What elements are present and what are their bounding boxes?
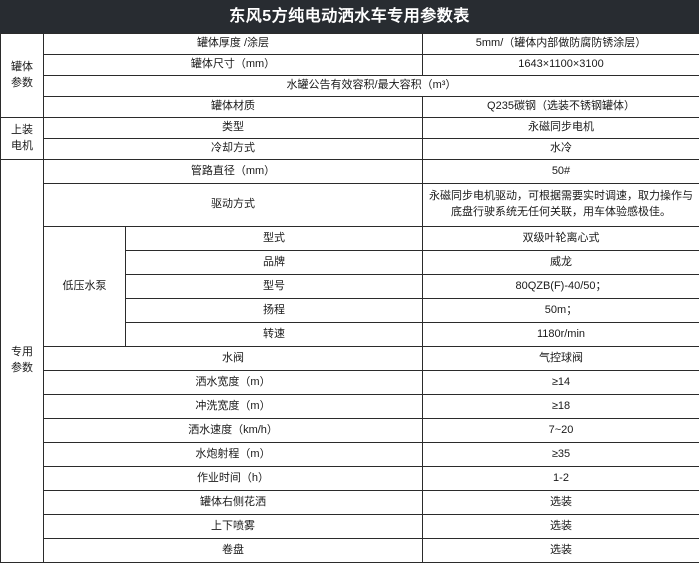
row-label-spray-speed: 洒水速度（km/h） bbox=[44, 419, 423, 443]
row-label-pump-model: 型号 bbox=[126, 275, 423, 299]
row-value-pump-form: 双级叶轮离心式 bbox=[423, 227, 699, 251]
table-row: 冲洗宽度（m） ≥18 bbox=[1, 395, 699, 419]
row-label-water-valve: 水阀 bbox=[44, 347, 423, 371]
row-label-side-shower: 罐体右侧花洒 bbox=[44, 491, 423, 515]
table-row: 专用 参数 管路直径（mm） 50# bbox=[1, 160, 699, 184]
table-row: 冷却方式 水冷 bbox=[1, 139, 699, 160]
group-label-tank: 罐体 参数 bbox=[1, 34, 44, 118]
row-value-reel: 选装 bbox=[423, 539, 699, 563]
row-value-spray-speed: 7~20 bbox=[423, 419, 699, 443]
row-label-reel: 卷盘 bbox=[44, 539, 423, 563]
table-row: 罐体尺寸（mm） 1643×1100×3100 bbox=[1, 55, 699, 76]
row-label-cooling: 冷却方式 bbox=[44, 139, 423, 160]
row-value-pipe-diameter: 50# bbox=[423, 160, 699, 184]
row-value-work-time: 1-2 bbox=[423, 467, 699, 491]
group-label-motor: 上装 电机 bbox=[1, 118, 44, 160]
page-title: 东风5方纯电动洒水车专用参数表 bbox=[229, 9, 469, 25]
row-value-updown-spray: 选装 bbox=[423, 515, 699, 539]
specification-table: 罐体 参数 罐体厚度 /涂层 5mm/（罐体内部做防腐防锈涂层） 罐体尺寸（mm… bbox=[0, 33, 699, 563]
group-label-special: 专用 参数 bbox=[1, 160, 44, 563]
row-label-low-pressure-pump: 低压水泵 bbox=[44, 227, 126, 347]
group-label-motor-line2: 电机 bbox=[4, 139, 40, 155]
row-value-water-valve: 气控球阀 bbox=[423, 347, 699, 371]
table-row: 驱动方式 永磁同步电机驱动，可根据需要实时调速，取力操作与底盘行驶系统无任何关联… bbox=[1, 184, 699, 227]
group-label-tank-line1: 罐体 bbox=[4, 60, 40, 76]
row-label-spray-width: 洒水宽度（m） bbox=[44, 371, 423, 395]
table-row: 罐体右侧花洒 选装 bbox=[1, 491, 699, 515]
group-label-special-line2: 参数 bbox=[4, 361, 40, 377]
table-row: 水炮射程（m） ≥35 bbox=[1, 443, 699, 467]
table-row: 上装 电机 类型 永磁同步电机 bbox=[1, 118, 699, 139]
row-value-wash-width: ≥18 bbox=[423, 395, 699, 419]
row-label-material: 罐体材质 bbox=[44, 97, 423, 118]
row-label-updown-spray: 上下喷雾 bbox=[44, 515, 423, 539]
row-value-pump-speed: 1180r/min bbox=[423, 323, 699, 347]
row-value-motor-type: 永磁同步电机 bbox=[423, 118, 699, 139]
row-label-thickness: 罐体厚度 /涂层 bbox=[44, 34, 423, 55]
row-value-drive-mode: 永磁同步电机驱动，可根据需要实时调速，取力操作与底盘行驶系统无任何关联，用车体验… bbox=[423, 184, 699, 227]
table-row: 水阀 气控球阀 bbox=[1, 347, 699, 371]
table-row: 水罐公告有效容积/最大容积（m³） 3.93/4.4 bbox=[1, 76, 699, 97]
row-value-pump-brand: 威龙 bbox=[423, 251, 699, 275]
row-label-size: 罐体尺寸（mm） bbox=[44, 55, 423, 76]
table-row: 洒水宽度（m） ≥14 bbox=[1, 371, 699, 395]
row-label-pump-speed: 转速 bbox=[126, 323, 423, 347]
row-label-pump-brand: 品牌 bbox=[126, 251, 423, 275]
row-value-cooling: 水冷 bbox=[423, 139, 699, 160]
table-row: 洒水速度（km/h） 7~20 bbox=[1, 419, 699, 443]
row-label-drive-mode: 驱动方式 bbox=[44, 184, 423, 227]
row-label-motor-type: 类型 bbox=[44, 118, 423, 139]
group-label-motor-line1: 上装 bbox=[4, 123, 40, 139]
row-value-size: 1643×1100×3100 bbox=[423, 55, 699, 76]
row-value-side-shower: 选装 bbox=[423, 491, 699, 515]
row-label-pump-form: 型式 bbox=[126, 227, 423, 251]
table-row: 作业时间（h） 1-2 bbox=[1, 467, 699, 491]
table-row: 上下喷雾 选装 bbox=[1, 515, 699, 539]
page-title-bar: 东风5方纯电动洒水车专用参数表 bbox=[0, 0, 699, 33]
row-label-pump-head: 扬程 bbox=[126, 299, 423, 323]
row-label-pipe-diameter: 管路直径（mm） bbox=[44, 160, 423, 184]
group-label-tank-line2: 参数 bbox=[4, 76, 40, 92]
table-row: 卷盘 选装 bbox=[1, 539, 699, 563]
row-label-work-time: 作业时间（h） bbox=[44, 467, 423, 491]
table-row: 罐体材质 Q235碳钢（选装不锈钢罐体） bbox=[1, 97, 699, 118]
group-label-special-line1: 专用 bbox=[4, 345, 40, 361]
row-value-thickness: 5mm/（罐体内部做防腐防锈涂层） bbox=[423, 34, 699, 55]
row-label-cannon-range: 水炮射程（m） bbox=[44, 443, 423, 467]
row-value-cannon-range: ≥35 bbox=[423, 443, 699, 467]
row-value-pump-model: 80QZB(F)-40/50； bbox=[423, 275, 699, 299]
table-row: 罐体 参数 罐体厚度 /涂层 5mm/（罐体内部做防腐防锈涂层） bbox=[1, 34, 699, 55]
row-label-wash-width: 冲洗宽度（m） bbox=[44, 395, 423, 419]
row-value-spray-width: ≥14 bbox=[423, 371, 699, 395]
table-row: 低压水泵 型式 双级叶轮离心式 bbox=[1, 227, 699, 251]
row-label-volume: 水罐公告有效容积/最大容积（m³） bbox=[44, 76, 699, 97]
row-value-pump-head: 50m； bbox=[423, 299, 699, 323]
row-value-material: Q235碳钢（选装不锈钢罐体） bbox=[423, 97, 699, 118]
